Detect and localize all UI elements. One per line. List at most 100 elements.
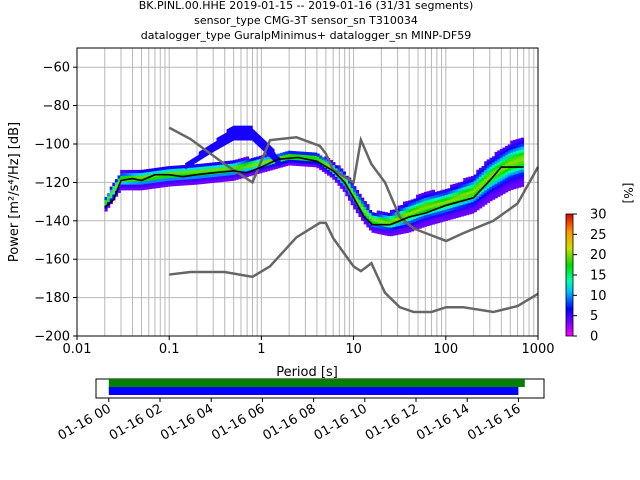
density-cell: [481, 177, 485, 181]
density-cell: [478, 199, 483, 203]
density-cell: [379, 228, 383, 232]
density-cell: [518, 170, 522, 174]
density-cell: [502, 184, 506, 189]
density-cell: [410, 222, 415, 226]
density-cell: [494, 151, 498, 156]
density-cell: [300, 151, 305, 155]
density-cell: [505, 174, 509, 178]
density-cell: [217, 176, 221, 180]
density-cell: [484, 169, 488, 174]
density-cell: [481, 194, 485, 198]
density-cell: [164, 172, 168, 176]
density-cell: [219, 167, 223, 171]
density-cell: [175, 182, 179, 187]
density-cell: [497, 182, 501, 186]
density-cell: [361, 200, 365, 204]
density-cell: [201, 177, 205, 182]
density-cell: [499, 189, 504, 193]
density-cell: [159, 184, 163, 188]
density-cell: [350, 202, 354, 206]
density-cell: [234, 134, 236, 138]
density-cell: [251, 128, 253, 132]
density-cell: [447, 188, 451, 192]
density-cell: [431, 189, 435, 193]
density-cell: [497, 164, 501, 168]
density-cell: [251, 125, 253, 129]
density-cell: [243, 128, 245, 132]
density-cell: [481, 197, 485, 201]
density-cell: [455, 188, 459, 193]
density-cell: [423, 200, 428, 204]
density-cell: [515, 144, 519, 149]
density-cell: [405, 206, 409, 210]
density-cell: [371, 212, 375, 216]
density-cell: [512, 174, 517, 178]
density-cell: [484, 167, 488, 171]
density-cell: [492, 167, 496, 171]
density-cell: [410, 202, 415, 206]
timeline-tick-label: 01-16 10: [312, 401, 370, 443]
density-cell: [397, 211, 401, 215]
density-cell: [196, 158, 199, 162]
density-cell: [382, 220, 386, 224]
density-cell: [515, 173, 519, 177]
density-cell: [518, 181, 522, 185]
density-cell: [408, 211, 412, 216]
y-axis-label: Power [m²/s⁴/Hz] [dB]: [7, 122, 22, 262]
density-cell: [216, 146, 218, 150]
density-cell: [159, 175, 163, 180]
density-cell: [282, 152, 286, 156]
density-cell: [384, 212, 388, 216]
density-cell: [481, 191, 485, 196]
density-cell: [234, 131, 236, 135]
density-cell: [319, 164, 323, 168]
density-cell: [413, 212, 417, 217]
density-cell: [282, 154, 286, 159]
density-cell: [159, 170, 163, 174]
density-cell: [439, 201, 443, 206]
density-cell: [268, 147, 270, 151]
density-cell: [368, 218, 373, 222]
density-cell: [334, 176, 339, 180]
density-cell: [347, 186, 352, 190]
density-cell: [518, 172, 522, 177]
density-cell: [492, 193, 496, 197]
density-cell: [452, 198, 456, 202]
density-cell: [347, 183, 352, 187]
density-cell: [361, 209, 365, 213]
density-cell: [251, 172, 255, 176]
density-cell: [366, 209, 370, 214]
density-cell: [421, 218, 425, 222]
density-cell: [512, 180, 517, 184]
density-cell: [190, 175, 195, 180]
density-cell: [413, 215, 417, 219]
density-cell: [478, 167, 483, 172]
density-cell: [437, 191, 441, 195]
timeline-bars: [108, 379, 525, 395]
density-cell: [177, 176, 181, 181]
density-cell: [231, 132, 233, 136]
density-cell: [209, 168, 213, 172]
density-cell: [180, 165, 184, 169]
density-cell: [306, 154, 310, 159]
density-cell: [423, 203, 428, 207]
density-cell: [226, 132, 228, 136]
density-cell: [256, 138, 258, 142]
density-cell: [387, 230, 391, 234]
density-cell: [169, 180, 174, 184]
density-cell: [112, 185, 116, 189]
density-cell: [389, 215, 394, 219]
density-cell: [198, 175, 202, 179]
density-cell: [201, 149, 203, 153]
density-cell: [439, 193, 443, 197]
timeline-tick-label: 01-16 02: [107, 401, 165, 443]
density-cell: [243, 160, 247, 164]
density-cell: [410, 219, 415, 223]
density-cell: [125, 175, 129, 179]
density-cell: [481, 200, 485, 204]
density-cell: [345, 181, 349, 185]
density-cell: [463, 201, 467, 205]
density-cell: [183, 182, 187, 186]
density-cell: [169, 174, 174, 178]
density-cell: [408, 226, 412, 230]
